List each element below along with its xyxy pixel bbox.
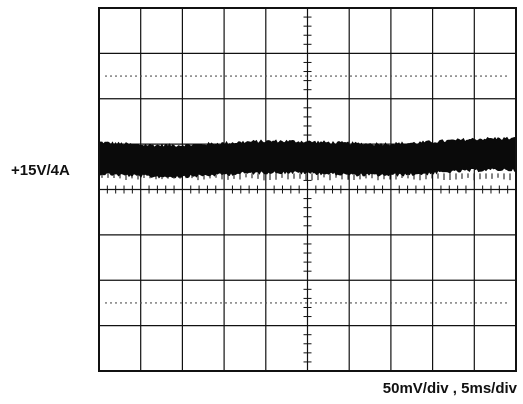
graticule-frame	[98, 7, 517, 372]
scale-label: 50mV/div , 5ms/div	[382, 380, 517, 397]
trace-band	[98, 136, 517, 179]
graticule-center-ticks	[106, 16, 509, 363]
trace	[98, 136, 517, 181]
graticule-grid	[99, 8, 516, 371]
trace-label: +15V/4A	[11, 162, 70, 179]
